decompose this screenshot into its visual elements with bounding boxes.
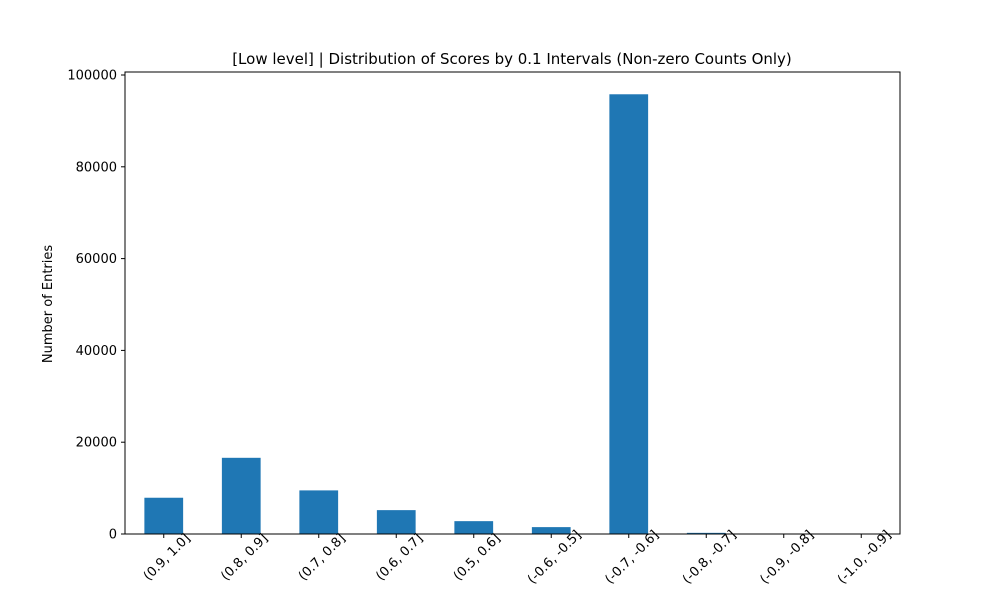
x-axis-ticks: (0.9, 1.0] (0.8, 0.9] (0.7, 0.8] (0.6, 0.7]… — [141, 528, 895, 587]
x-tick-label: (-0.9, -0.8] — [758, 528, 817, 587]
chart-title: [Low level] | Distribution of Scores by … — [232, 50, 792, 68]
x-tick-label: (-1.0, -0.9] — [835, 528, 894, 587]
y-tick-label: 100000 — [67, 69, 117, 84]
bar — [222, 458, 261, 534]
x-tick-label: (0.9, 1.0] — [141, 531, 194, 584]
y-tick-label: 0 — [109, 528, 117, 543]
x-tick-label: (0.7, 0.8] — [296, 531, 349, 584]
x-tick-label: (0.6, 0.7] — [373, 531, 426, 584]
y-tick-label: 60000 — [76, 252, 117, 267]
bar — [144, 498, 183, 534]
bar — [377, 510, 416, 534]
x-tick-label: (-0.6, -0.5] — [525, 528, 584, 587]
x-tick-label: (-0.8, -0.7] — [680, 528, 739, 587]
bar — [532, 527, 571, 534]
x-tick-label: (-0.7, -0.6] — [603, 528, 662, 587]
y-tick-label: 20000 — [76, 436, 117, 451]
bar — [299, 490, 338, 534]
x-tick-label: (0.5, 0.6] — [451, 531, 504, 584]
y-axis-ticks: 0 20000 40000 60000 80000 100000 — [67, 69, 125, 543]
y-tick-label: 40000 — [76, 344, 117, 359]
y-tick-label: 80000 — [76, 160, 117, 175]
bar — [609, 94, 648, 534]
x-tick-label: (0.8, 0.9] — [218, 531, 271, 584]
bar — [454, 521, 493, 534]
y-axis-label: Number of Entries — [41, 245, 56, 364]
bars-layer — [144, 94, 880, 534]
